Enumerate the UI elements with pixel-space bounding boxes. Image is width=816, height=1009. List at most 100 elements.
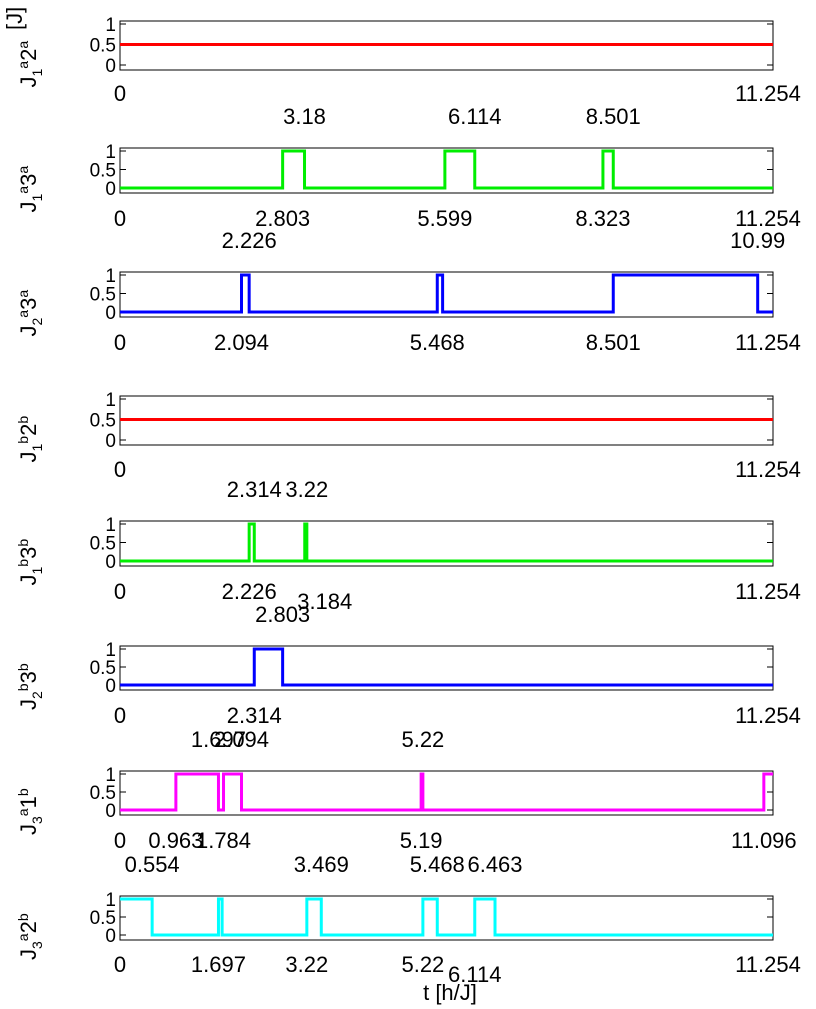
y-axis-label-part: a [15,166,31,174]
transition-label-bottom: 11.254 [735,457,801,482]
transition-label-bottom: 8.501 [586,330,641,355]
transition-label-bottom: 0 [114,828,126,853]
y-tick-label: 0.5 [90,411,116,432]
transition-label-bottom: 11.254 [735,330,801,355]
y-tick-label: 1 [105,890,116,911]
y-axis-label-part: 1 [29,69,45,77]
transition-label-bottom: 0 [114,330,126,355]
y-axis-label-part: a [15,41,31,49]
transition-label-bottom: 0 [114,579,126,604]
y-axis-label-part: 3 [16,298,41,310]
transition-label-bottom: 8.323 [575,206,630,231]
transition-label-bottom: 0.963 [148,828,203,853]
y-tick-label: 0 [105,431,116,452]
transition-label-bottom: 1.697 [191,952,246,977]
transition-label-top: 1.697 [191,727,246,752]
y-tick-label: 0.5 [90,36,116,57]
y-tick-label: 0.5 [90,534,116,555]
y-axis-label-part: b [15,436,31,444]
transition-label-bottom: 0 [114,457,126,482]
transition-label-top: 6.114 [448,104,501,129]
y-tick-label: 0 [105,676,116,697]
transition-label-bottom: 11.254 [735,703,801,728]
y-axis-label-part: a [15,808,31,816]
transition-label-bottom: 1.784 [196,828,251,853]
y-tick-label: 1 [105,515,116,536]
y-tick-label: 0 [105,926,116,947]
y-axis-label: J1a3a [15,166,45,213]
unit-label: [J] [2,7,27,30]
y-tick-label: 0.5 [90,783,116,804]
transition-label-bottom: 0 [114,952,126,977]
y-axis-label-part: J [16,824,41,835]
y-axis-label-part: J [16,452,41,463]
transition-label-top: 3.22 [285,477,328,502]
y-axis-label-part: 1 [16,796,41,808]
y-tick-label: 0.5 [90,908,116,929]
y-tick-label: 1 [105,142,116,163]
y-axis-label: J3a2b [15,913,45,960]
transition-label-bottom: 5.468 [410,330,465,355]
transition-label-top: 2.803 [255,602,310,627]
transition-label-top: 2.314 [227,477,282,502]
y-tick-label: 1 [105,266,116,287]
y-tick-label: 0 [105,303,116,324]
plot-frame [119,895,774,941]
y-tick-label: 0 [105,552,116,573]
y-tick-label: 0 [105,179,116,200]
transition-label-bottom: 2.803 [255,206,310,231]
transition-label-bottom: 2.226 [222,579,277,604]
series-line [120,647,773,687]
y-axis-label-part: 2 [29,691,45,699]
transition-label-bottom: 0 [114,81,126,106]
series-line [120,772,773,812]
transition-label-bottom: 5.22 [401,952,444,977]
y-tick-label: 0 [105,56,116,77]
plot-frame [119,520,774,567]
y-tick-label: 1 [105,640,116,661]
y-axis-label-part: 3 [29,941,45,949]
y-axis-label: J2b3b [15,663,45,710]
transition-label-bottom: 11.254 [735,579,801,604]
y-axis-label-part: a [15,61,31,69]
y-axis-label-part: J [16,326,41,337]
y-axis-label-part: 3 [29,816,45,824]
y-axis-label-part: J [16,575,41,586]
y-axis-label-part: 1 [29,567,45,575]
y-axis-label-part: 2 [29,318,45,326]
transition-label-bottom: 3.184 [297,589,352,614]
y-axis-label: J3a1b [15,788,45,835]
y-axis-label: J1b3b [15,539,45,586]
y-axis-label-part: J [16,949,41,960]
y-axis-label-part: b [15,913,31,921]
transition-label-bottom: 11.254 [735,81,801,106]
y-axis-label-part: 1 [29,444,45,452]
y-axis-label-part: J [16,202,41,213]
plot-frame [119,645,774,691]
transition-label-top: 3.18 [283,104,326,129]
y-tick-label: 0.5 [90,285,116,306]
y-axis-label-part: a [15,310,31,318]
y-axis-label: J1b2b [15,416,45,463]
y-axis-label-part: a [15,186,31,194]
y-axis-label-part: b [15,539,31,547]
transition-label-bottom: 11.254 [735,206,801,231]
y-axis-label-part: a [15,933,31,941]
y-axis-label-part: J [16,77,41,88]
y-axis-label: J2a3a [15,290,45,337]
transition-label-top: 2.094 [214,727,269,752]
transition-label-bottom: 0 [114,703,126,728]
transition-label-bottom: 0 [114,206,126,231]
transition-label-bottom: 6.114 [448,962,501,987]
y-tick-label: 1 [105,390,116,411]
y-axis-label-part: 2 [16,49,41,61]
y-tick-label: 0 [105,801,116,822]
transition-label-bottom: 5.599 [417,206,472,231]
y-tick-label: 0.5 [90,658,116,679]
